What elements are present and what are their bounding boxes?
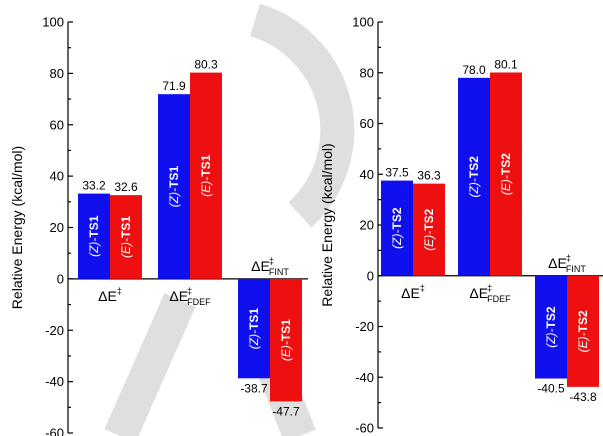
bar <box>78 193 110 279</box>
y-tick-label: 100 <box>352 15 374 30</box>
x-category-label: ΔE‡ FINT <box>548 253 586 274</box>
data-label: 80.3 <box>194 58 218 72</box>
bar-series-label: (Z)-TS1 <box>87 215 101 257</box>
y-tick-label: 80 <box>360 65 374 80</box>
x-category-label: ΔE‡ FINT <box>251 256 289 277</box>
bar <box>567 275 599 387</box>
bar-series-label: (E)-TS1 <box>279 319 293 361</box>
y-tick-label: 20 <box>360 218 374 233</box>
y-tick-label: 0 <box>57 271 64 286</box>
y-tick-label: 20 <box>50 220 64 235</box>
data-label: 33.2 <box>82 179 106 193</box>
x-category-label: ΔE‡ <box>98 286 122 304</box>
y-tick-label: -40 <box>355 370 374 385</box>
data-label: 78.0 <box>462 63 486 77</box>
bar <box>190 72 222 279</box>
bar <box>110 195 142 279</box>
bar-series-label: (E)-TS2 <box>422 208 436 250</box>
y-axis-label: Relative Energy (kcal/mol) <box>319 143 335 306</box>
x-category-label: ΔE‡ FDEF <box>469 283 511 304</box>
y-tick-label: 0 <box>367 268 374 283</box>
bar-series-label: (E)-TS1 <box>199 154 213 196</box>
y-tick-label: 40 <box>360 167 374 182</box>
data-label: -47.7 <box>272 404 300 418</box>
data-label: 37.5 <box>385 166 409 180</box>
bar <box>158 94 190 279</box>
y-tick-label: 80 <box>50 66 64 81</box>
x-category-label: ΔE‡ FDEF <box>169 286 211 307</box>
data-label: -43.8 <box>569 390 597 404</box>
y-tick-label: -20 <box>45 323 64 338</box>
bar <box>381 180 413 276</box>
bar-series-label: (E)-TS2 <box>576 310 590 352</box>
y-tick-label: 60 <box>360 116 374 131</box>
bar <box>413 183 445 276</box>
y-tick-label: 100 <box>42 15 64 30</box>
y-tick-label: -20 <box>355 319 374 334</box>
bar-series-label: (Z)-TS1 <box>247 308 261 350</box>
y-tick-label: -40 <box>45 374 64 389</box>
bar-series-label: (Z)-TS2 <box>390 207 404 249</box>
bar <box>458 77 490 276</box>
y-tick-label: -60 <box>355 421 374 436</box>
y-tick-label: -60 <box>45 426 64 436</box>
bar-series-label: (Z)-TS2 <box>467 156 481 198</box>
data-label: 71.9 <box>162 79 186 93</box>
watermark-logo <box>104 3 355 436</box>
y-tick-label: 60 <box>50 117 64 132</box>
y-axis-label: Relative Energy (kcal/mol) <box>9 146 25 309</box>
bar <box>490 72 522 276</box>
bar-series-label: (Z)-TS2 <box>544 306 558 348</box>
bar <box>270 278 302 402</box>
bar <box>535 275 567 379</box>
data-label: -40.5 <box>537 382 565 396</box>
chart-panel-1: -60 -40 -20 0 20 40 60 80 100 Relative Energy (kc… <box>9 15 308 436</box>
data-label: 32.6 <box>114 180 138 194</box>
bar-series-label: (E)-TS2 <box>499 153 513 195</box>
x-category-label: ΔE‡ <box>401 283 425 301</box>
bar <box>238 278 270 379</box>
bar-series-label: (Z)-TS1 <box>167 166 181 208</box>
data-label: 36.3 <box>417 169 441 183</box>
bar-series-label: (E)-TS1 <box>119 216 133 258</box>
data-label: -38.7 <box>240 381 268 395</box>
y-tick-label: 40 <box>50 169 64 184</box>
chart-panel-2: -60 -40 -20 0 20 40 60 80 100 Relative Energy (kc… <box>319 15 603 436</box>
data-label: 80.1 <box>494 57 518 71</box>
